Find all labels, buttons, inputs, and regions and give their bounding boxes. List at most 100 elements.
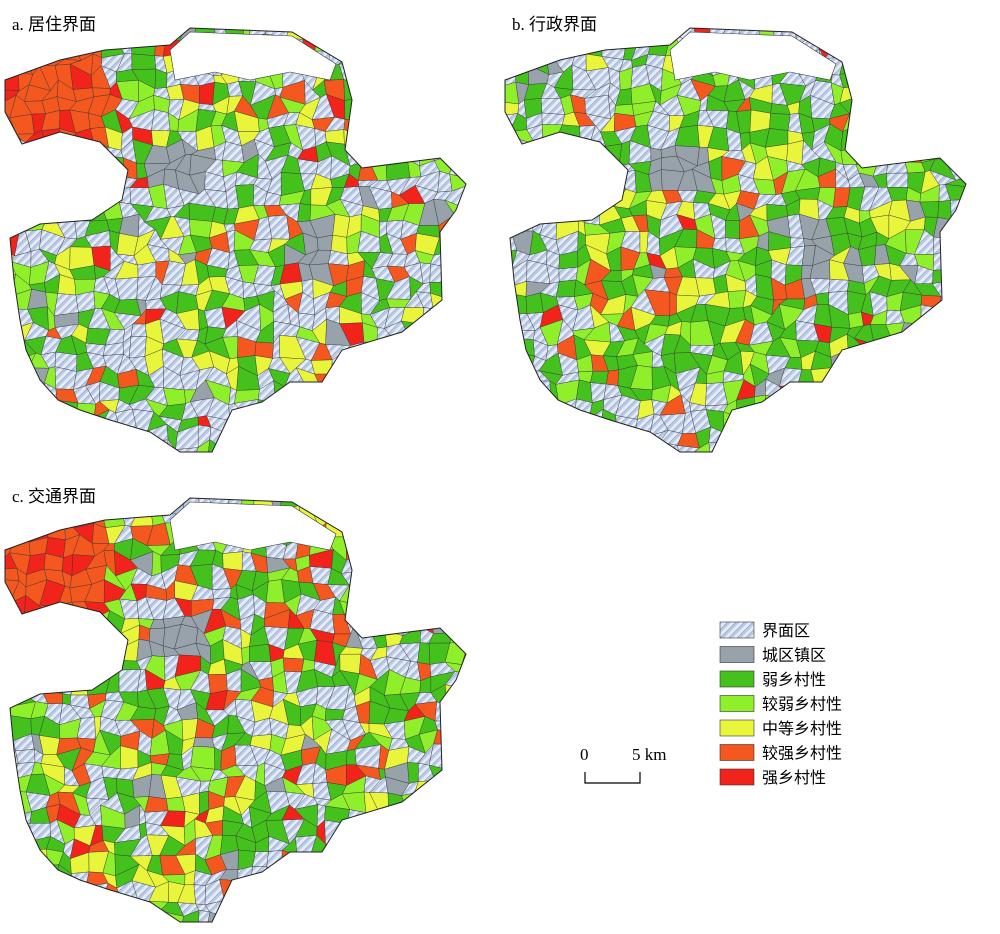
map-unit xyxy=(44,206,56,222)
map-unit xyxy=(399,335,426,354)
scale-line xyxy=(584,772,641,784)
map-unit xyxy=(370,462,390,473)
map-unit xyxy=(5,599,12,611)
map-unit xyxy=(403,432,420,448)
map-unit xyxy=(505,49,516,73)
map-unit xyxy=(373,507,394,531)
map-unit xyxy=(355,39,379,56)
panel-title: c. 交通界面 xyxy=(12,487,96,506)
map-unit xyxy=(446,36,462,59)
map-unit xyxy=(9,57,34,76)
map-unit xyxy=(129,901,150,918)
map-unit xyxy=(5,626,20,642)
map-unit xyxy=(408,835,426,857)
map-unit xyxy=(527,460,551,481)
map-unit xyxy=(100,28,123,45)
map-unit xyxy=(256,413,273,431)
map-unit xyxy=(44,191,61,211)
map-unit xyxy=(647,441,668,452)
map-unit xyxy=(902,455,920,473)
map-unit xyxy=(62,693,71,706)
map-unit xyxy=(554,188,580,205)
map-unit xyxy=(391,44,403,56)
map-unit xyxy=(869,343,895,357)
map-unit xyxy=(462,335,466,356)
map-unit xyxy=(888,396,912,418)
map-unit xyxy=(950,81,963,106)
map-unit xyxy=(680,455,696,480)
map-unit xyxy=(932,471,954,492)
map-unit xyxy=(5,881,22,900)
map-unit xyxy=(464,629,466,645)
map-unit xyxy=(372,423,396,443)
map-unit xyxy=(428,334,448,358)
map-unit xyxy=(15,881,34,900)
map-unit xyxy=(944,143,966,160)
map-unit xyxy=(415,582,436,603)
map-unit xyxy=(453,872,466,883)
map-unit xyxy=(194,439,211,452)
map-unit xyxy=(102,176,126,193)
map-unit xyxy=(445,250,464,270)
map-unit xyxy=(430,319,448,341)
map-unit xyxy=(965,439,966,452)
map-unit xyxy=(959,97,966,121)
legend-swatch xyxy=(719,719,755,737)
map-unit xyxy=(952,322,964,345)
map-unit xyxy=(477,173,493,188)
map-unit xyxy=(459,58,466,73)
map-unit xyxy=(937,200,952,221)
map-unit xyxy=(389,394,406,420)
map-unit xyxy=(512,330,536,340)
map-unit xyxy=(573,412,594,435)
map-unit xyxy=(148,910,168,922)
map-unit xyxy=(958,291,966,317)
map-unit xyxy=(797,402,820,420)
map-unit xyxy=(887,114,908,133)
map-unit xyxy=(399,101,425,114)
map-unit xyxy=(425,455,438,474)
map-unit xyxy=(767,425,789,447)
map-unit xyxy=(935,381,957,405)
map-unit xyxy=(532,43,548,57)
map-unit xyxy=(514,370,534,385)
map-unit xyxy=(898,28,927,39)
map-unit xyxy=(828,278,850,293)
map-unit xyxy=(600,28,626,45)
map-unit xyxy=(240,455,260,479)
map-unit xyxy=(250,929,275,934)
map-unit xyxy=(538,203,558,219)
map-unit xyxy=(480,645,500,665)
map-unit xyxy=(12,527,30,543)
map-unit xyxy=(178,927,198,934)
map-unit xyxy=(452,214,466,240)
map-unit xyxy=(44,616,63,632)
map-unit xyxy=(555,279,577,298)
map-unit xyxy=(511,53,533,73)
map-unit xyxy=(860,397,879,416)
map-unit xyxy=(827,464,850,473)
map-unit xyxy=(949,457,968,472)
map-unit xyxy=(468,731,477,754)
map-unit xyxy=(399,565,425,590)
map-unit xyxy=(371,111,393,128)
map-unit xyxy=(461,455,475,477)
map-unit xyxy=(616,473,640,489)
map-unit xyxy=(459,498,466,508)
map-unit xyxy=(310,925,332,934)
map-unit xyxy=(933,408,954,436)
map-unit xyxy=(370,614,390,633)
map-unit xyxy=(585,158,604,177)
map-unit xyxy=(341,477,363,491)
map-unit xyxy=(886,172,909,188)
map-unit xyxy=(393,580,410,603)
map-unit xyxy=(505,444,519,452)
map-unit xyxy=(447,394,466,419)
map-unit xyxy=(505,81,520,105)
map-unit xyxy=(373,498,396,514)
map-unit xyxy=(845,364,860,388)
map-unit xyxy=(939,97,957,121)
map-unit xyxy=(100,188,120,204)
map-unit xyxy=(460,714,466,739)
